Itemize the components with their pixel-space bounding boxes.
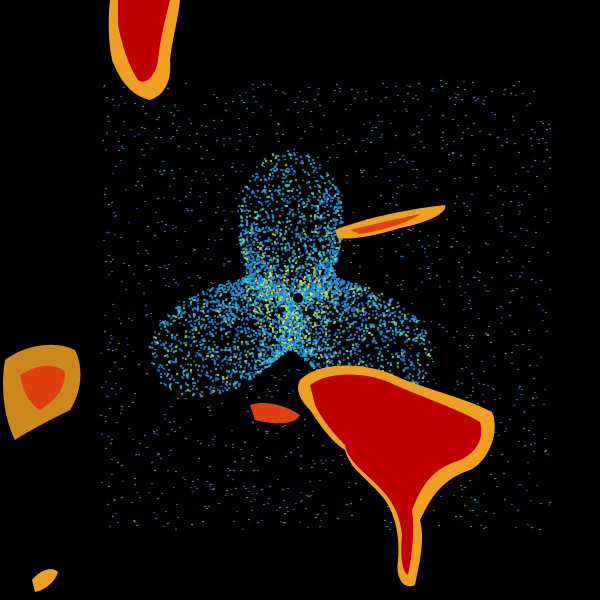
- radar-site-marker: [293, 293, 303, 303]
- storm-cell-north: [108, 0, 180, 100]
- storm-cell-southeast: [250, 365, 495, 587]
- storm-cell-southwest: [32, 569, 58, 592]
- storm-cell-west: [3, 344, 81, 440]
- storm-band-east: [335, 205, 446, 239]
